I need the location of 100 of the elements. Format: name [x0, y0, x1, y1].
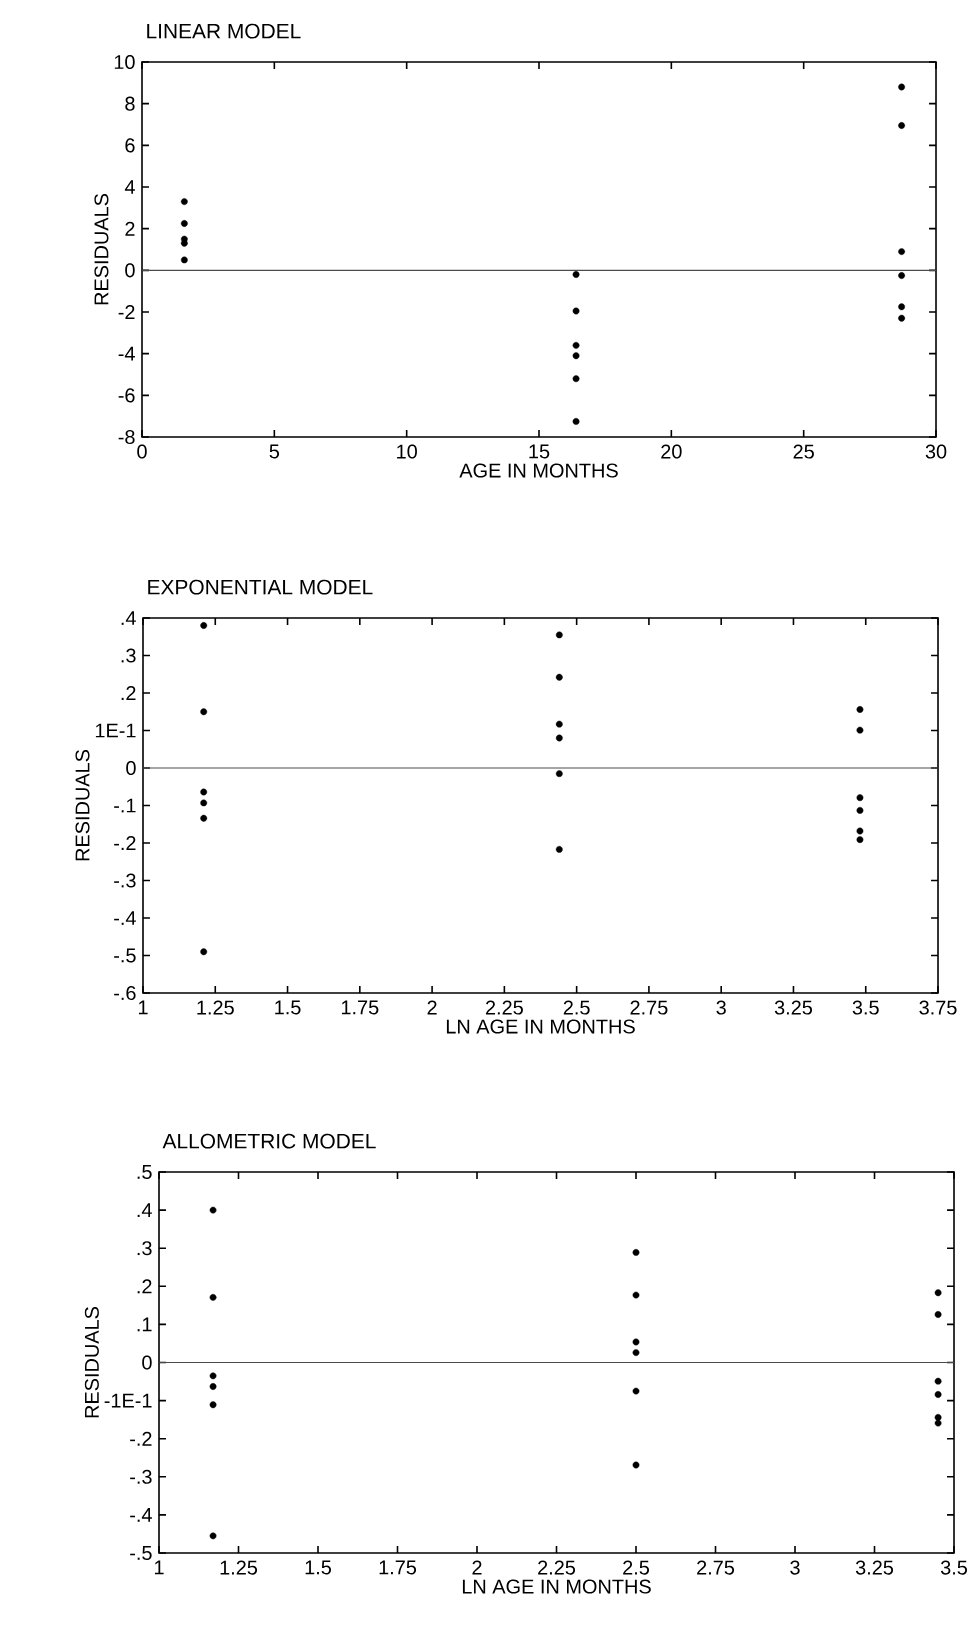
x-tick-label: 5	[269, 444, 280, 459]
point	[856, 836, 864, 844]
point	[898, 83, 905, 91]
point	[898, 314, 905, 322]
point	[934, 1391, 942, 1398]
x-tick-label: 2.25	[538, 1560, 576, 1575]
y-tick-label: -.5	[130, 1546, 152, 1560]
y-tick-label: 8	[125, 96, 135, 111]
point	[934, 1377, 942, 1385]
y-tick-label: .3	[121, 648, 136, 663]
x-tick-label: 2.5	[563, 1000, 590, 1015]
point	[180, 220, 188, 227]
y-axis-title: RESIDUALS	[94, 193, 109, 305]
x-tick-label: 1	[138, 1000, 148, 1015]
x-tick-label: 1.25	[197, 1000, 234, 1015]
y-tick-label: -.4	[114, 911, 136, 925]
point	[555, 846, 563, 853]
x-tick-label: 3.75	[919, 1000, 957, 1015]
point	[934, 1311, 942, 1318]
point	[898, 122, 905, 129]
y-tick-label: 10	[114, 54, 135, 70]
point	[180, 256, 188, 264]
chart-title: LINEAR MODEL	[147, 23, 301, 39]
x-tick-label: 1.5	[305, 1560, 332, 1575]
y-tick-label: .4	[137, 1203, 152, 1217]
point	[856, 794, 864, 802]
x-tick-label: 2.25	[485, 1000, 523, 1015]
x-tick-label: 3.5	[852, 1000, 879, 1015]
point	[555, 720, 563, 728]
y-tick-label: 0	[126, 760, 136, 776]
x-tick-label: 20	[661, 444, 682, 459]
x-tick-label: 30	[925, 444, 947, 459]
point	[555, 734, 563, 742]
y-tick-label: -.2	[114, 836, 136, 850]
y-tick-label: -4	[118, 346, 135, 361]
x-axis-title: LN AGE IN MONTHS	[446, 1019, 635, 1034]
y-tick-label: -.2	[130, 1431, 152, 1446]
y-tick-label: -.3	[114, 873, 136, 888]
point	[200, 948, 208, 956]
point	[200, 799, 208, 807]
y-tick-label: -.4	[130, 1508, 152, 1522]
chart-title: EXPONENTIAL MODEL	[148, 579, 373, 595]
y-axis-title: RESIDUALS	[75, 749, 90, 861]
y-tick-label: -.6	[114, 985, 136, 1001]
x-tick-label: 1.5	[275, 1000, 301, 1015]
point	[200, 814, 208, 822]
x-tick-label: 3	[716, 1000, 726, 1015]
y-tick-label: .3	[137, 1241, 152, 1256]
point	[209, 1532, 217, 1540]
point	[200, 788, 208, 796]
point	[934, 1414, 942, 1421]
x-tick-label: 15	[529, 444, 550, 459]
point	[572, 271, 580, 278]
point	[898, 303, 905, 311]
point	[180, 198, 188, 205]
y-tick-label: -8	[118, 429, 135, 445]
point	[200, 622, 208, 629]
point	[555, 631, 563, 639]
y-tick-label: -2	[118, 305, 135, 319]
point	[209, 1401, 217, 1409]
point	[856, 726, 864, 734]
y-tick-label: -.1	[114, 798, 136, 813]
y-axis-title: RESIDUALS	[84, 1306, 99, 1418]
x-tick-label: 3.5	[940, 1560, 968, 1575]
point	[856, 827, 864, 835]
point	[632, 1461, 640, 1469]
point	[632, 1291, 640, 1299]
point	[555, 770, 563, 778]
x-tick-label: 1	[154, 1560, 164, 1575]
point	[209, 1293, 217, 1301]
x-tick-label: 3.25	[855, 1560, 894, 1575]
y-tick-label: -6	[118, 388, 135, 403]
point	[632, 1349, 640, 1356]
x-tick-label: 3.25	[774, 1000, 813, 1015]
point	[209, 1206, 217, 1214]
x-axis-title: LN AGE IN MONTHS	[462, 1579, 651, 1594]
x-tick-label: 25	[793, 444, 814, 459]
y-tick-label: 4	[124, 180, 135, 194]
x-tick-label: 1.25	[220, 1560, 258, 1575]
point	[209, 1383, 217, 1390]
point	[209, 1372, 217, 1380]
y-tick-label: 2	[125, 221, 135, 236]
point	[200, 708, 208, 716]
y-tick-label: 1E-1	[95, 723, 136, 738]
x-tick-label: 10	[397, 444, 417, 459]
x-tick-label: 3	[790, 1560, 800, 1575]
y-tick-label: -.3	[130, 1469, 152, 1484]
point	[572, 341, 580, 349]
point	[856, 807, 864, 814]
y-tick-label: .4	[121, 611, 136, 625]
y-tick-label: -1E-1	[104, 1393, 152, 1408]
point	[572, 352, 580, 360]
chart-title: ALLOMETRIC MODEL	[162, 1133, 376, 1149]
point	[856, 706, 864, 713]
y-tick-label: 0	[142, 1355, 152, 1370]
x-tick-label: 1.75	[379, 1560, 417, 1575]
point	[632, 1249, 640, 1256]
point	[572, 417, 580, 425]
y-tick-label: .5	[137, 1165, 152, 1179]
x-tick-label: 1.75	[341, 1000, 379, 1015]
